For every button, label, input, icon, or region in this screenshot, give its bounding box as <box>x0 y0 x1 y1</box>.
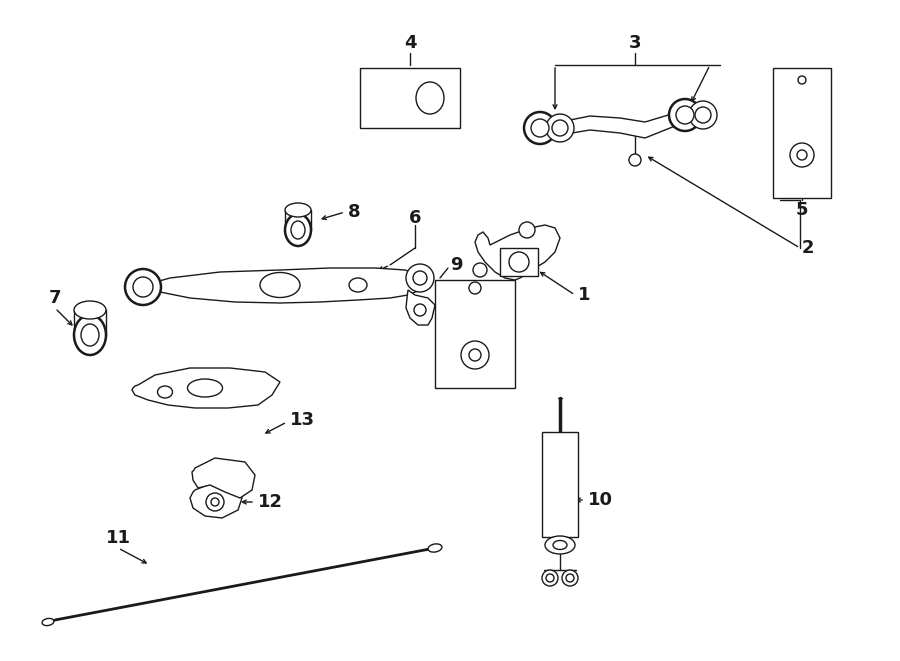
Polygon shape <box>190 482 242 518</box>
Text: 1: 1 <box>578 286 590 304</box>
Bar <box>773 68 831 198</box>
Circle shape <box>406 264 434 292</box>
Circle shape <box>695 107 711 123</box>
Circle shape <box>125 269 161 305</box>
Ellipse shape <box>545 536 575 554</box>
Bar <box>435 280 515 388</box>
Ellipse shape <box>74 315 106 355</box>
Ellipse shape <box>81 324 99 346</box>
Circle shape <box>566 574 574 582</box>
Polygon shape <box>475 225 560 280</box>
Circle shape <box>546 114 574 142</box>
Circle shape <box>531 119 549 137</box>
Ellipse shape <box>74 301 106 319</box>
Text: 11: 11 <box>105 529 130 547</box>
Text: 10: 10 <box>588 491 613 509</box>
Ellipse shape <box>291 221 305 239</box>
Text: 5: 5 <box>796 201 808 219</box>
Ellipse shape <box>349 278 367 292</box>
Circle shape <box>414 304 426 316</box>
Polygon shape <box>138 268 425 303</box>
Ellipse shape <box>285 203 311 217</box>
Ellipse shape <box>158 386 173 398</box>
Circle shape <box>461 341 489 369</box>
Circle shape <box>519 222 535 238</box>
Circle shape <box>206 493 224 511</box>
Bar <box>542 432 578 537</box>
Circle shape <box>211 498 219 506</box>
Circle shape <box>546 574 554 582</box>
Circle shape <box>676 106 694 124</box>
Polygon shape <box>406 290 435 325</box>
Circle shape <box>524 112 556 144</box>
Ellipse shape <box>285 214 311 246</box>
Circle shape <box>552 120 568 136</box>
Text: 13: 13 <box>290 411 315 429</box>
Polygon shape <box>560 110 685 138</box>
Text: 9: 9 <box>450 256 463 274</box>
Circle shape <box>473 263 487 277</box>
Ellipse shape <box>260 272 300 297</box>
Ellipse shape <box>553 541 567 549</box>
Circle shape <box>133 277 153 297</box>
Circle shape <box>509 252 529 272</box>
Text: 12: 12 <box>258 493 283 511</box>
Bar <box>360 68 460 128</box>
Text: 6: 6 <box>409 209 421 227</box>
Bar <box>500 248 538 276</box>
Ellipse shape <box>187 379 222 397</box>
Circle shape <box>469 349 481 361</box>
Circle shape <box>797 150 807 160</box>
Circle shape <box>469 282 481 294</box>
Circle shape <box>629 154 641 166</box>
Text: 2: 2 <box>802 239 814 257</box>
Text: 8: 8 <box>348 203 361 221</box>
Circle shape <box>798 76 806 84</box>
Circle shape <box>542 570 558 586</box>
Circle shape <box>669 99 701 131</box>
Circle shape <box>689 101 717 129</box>
Ellipse shape <box>428 544 442 552</box>
Circle shape <box>422 90 438 106</box>
Text: 3: 3 <box>629 34 641 52</box>
Circle shape <box>790 143 814 167</box>
Text: 4: 4 <box>404 34 416 52</box>
Polygon shape <box>192 458 255 498</box>
Circle shape <box>562 570 578 586</box>
Polygon shape <box>132 368 280 408</box>
Ellipse shape <box>42 619 54 625</box>
Circle shape <box>413 271 427 285</box>
Text: 7: 7 <box>49 289 61 307</box>
